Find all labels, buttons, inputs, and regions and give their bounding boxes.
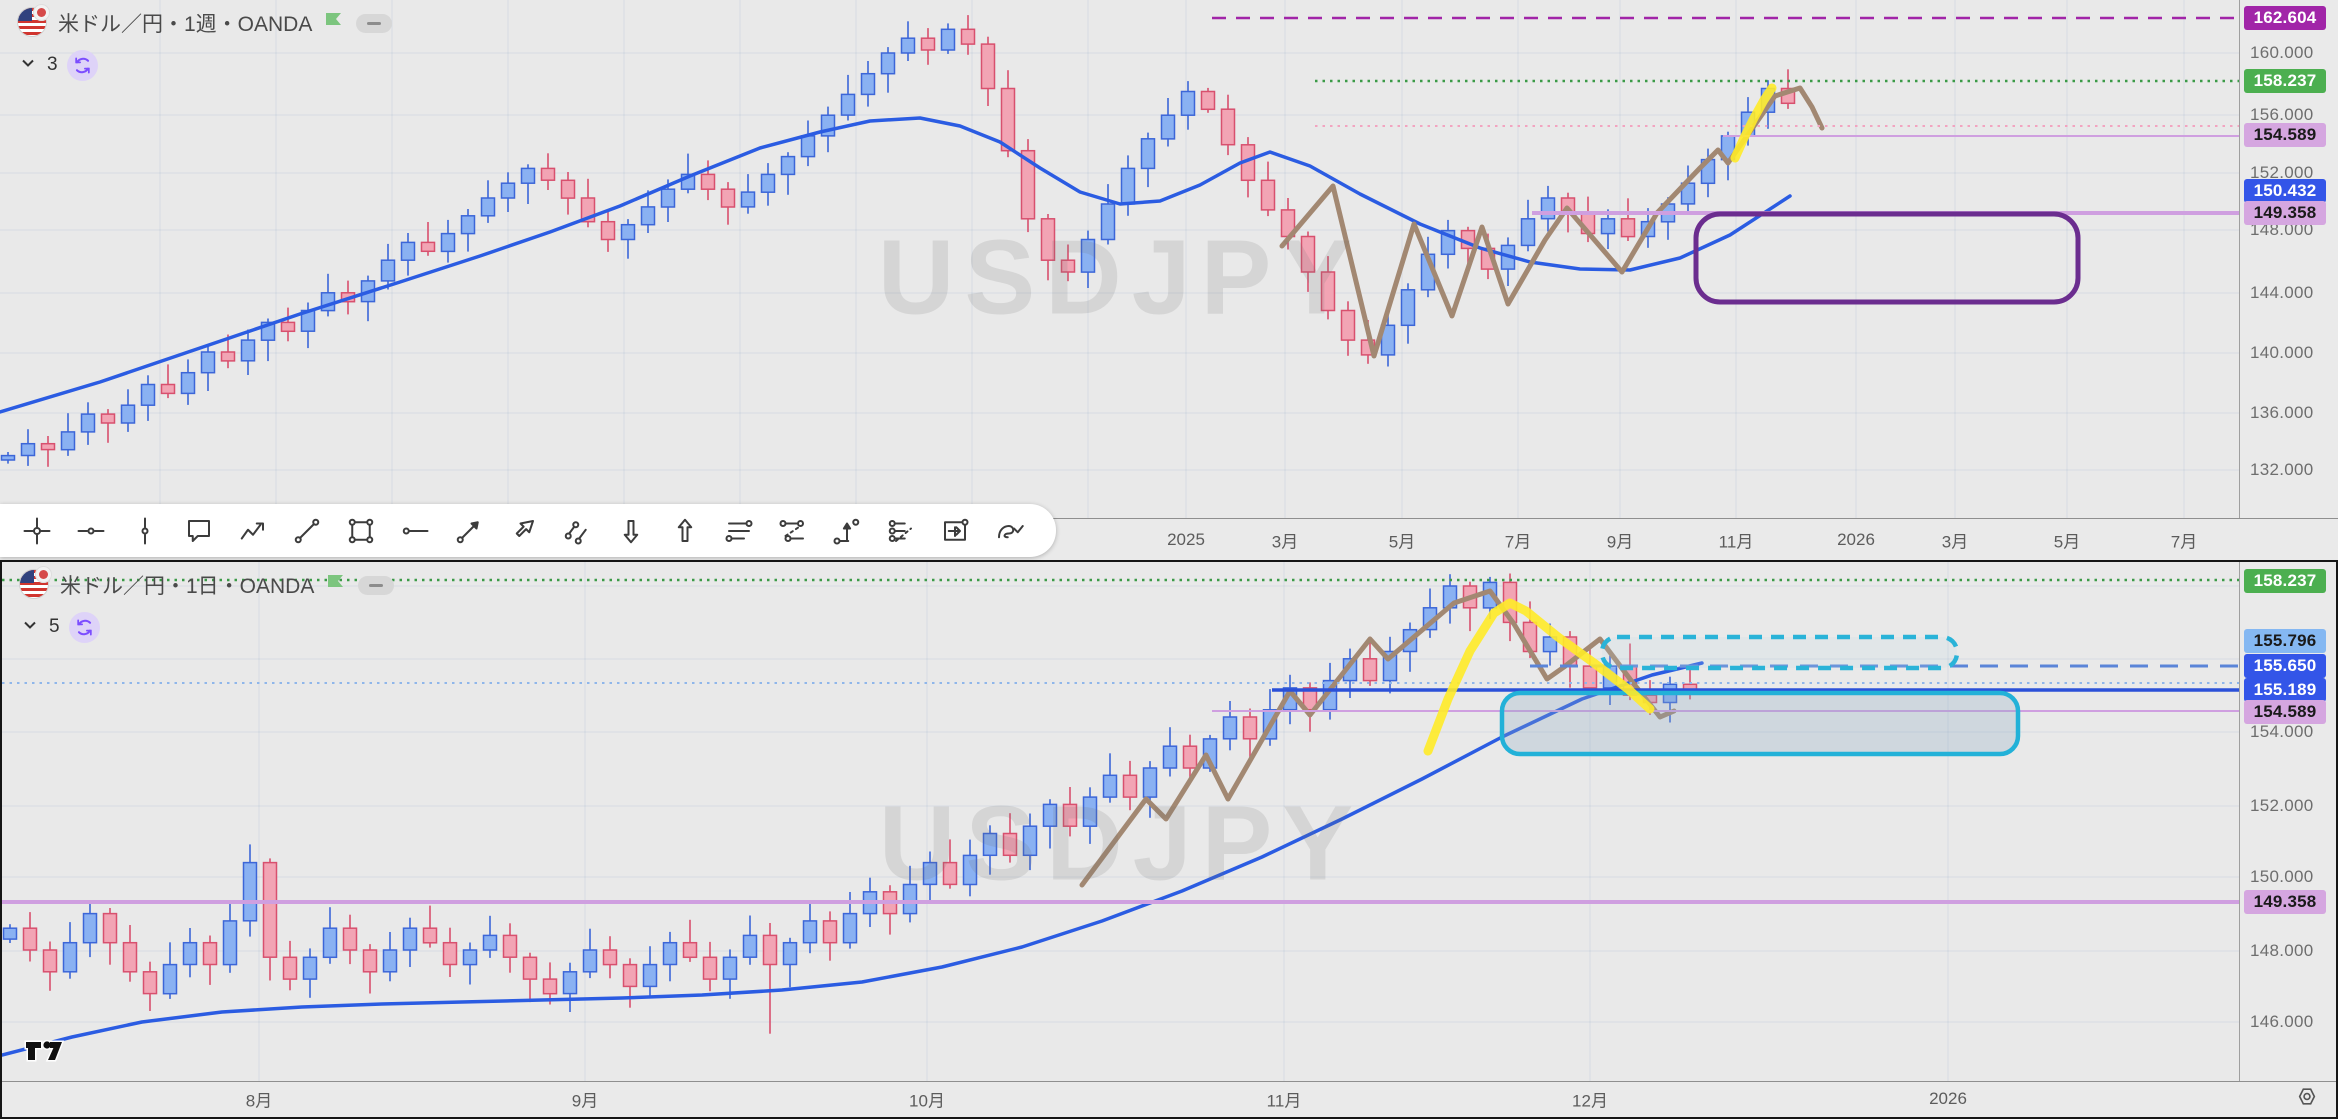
price-tick-label: 140.000 — [2250, 343, 2314, 362]
yellow-highlight-drawing[interactable] — [1423, 598, 1655, 756]
tool-polyline-icon[interactable] — [226, 509, 280, 553]
tool-arrow-icon[interactable] — [442, 509, 496, 553]
tool-crosshair-icon[interactable] — [10, 509, 64, 553]
time-axis-label: 2026 — [1837, 530, 1875, 549]
tool-rectangle-icon[interactable] — [334, 509, 388, 553]
tool-arrow-up-icon[interactable] — [658, 509, 712, 553]
time-axis-label: 9月 — [571, 1091, 599, 1111]
daily-indicator-count[interactable]: 5 — [49, 616, 60, 637]
time-axis-label: 7月 — [2170, 532, 2198, 552]
refresh-icon[interactable] — [66, 49, 98, 81]
price-tick-label: 152.000 — [2250, 163, 2314, 182]
price-tick-label: 152.000 — [2250, 796, 2314, 815]
candles — [0, 15, 1796, 467]
time-axis-label: 5月 — [2053, 532, 2081, 552]
price-tick-label: 150.000 — [2250, 867, 2314, 886]
time-axis-label: 7月 — [1504, 532, 1532, 552]
chevron-down-icon[interactable] — [18, 53, 38, 78]
time-axis-label: 3月 — [1941, 532, 1969, 552]
daily-price-scale[interactable]: 154.000 152.000 150.000 148.000 146.000 158.2… — [2239, 562, 2336, 1081]
price-badge: 158.237 — [2244, 569, 2326, 593]
gear-icon[interactable] — [2296, 1086, 2318, 1113]
drawn-box[interactable] — [1499, 690, 2021, 757]
drawing-toolbar — [0, 504, 1056, 557]
time-axis-label: 3月 — [1271, 532, 1299, 552]
zigzag-indicator-line — [1279, 85, 1825, 359]
time-axis-label: 2025 — [1167, 530, 1205, 549]
price-badge: 158.237 — [2244, 69, 2326, 93]
price-badge: 149.358 — [2244, 890, 2326, 914]
tool-arrow-marker-icon[interactable] — [496, 509, 550, 553]
time-axis-label: 9月 — [1606, 532, 1634, 552]
time-axis-label: 2026 — [1929, 1089, 1967, 1108]
tool-fib-channel-icon[interactable] — [874, 509, 928, 553]
usdjpy-flag-icon — [18, 4, 50, 38]
daily-panel: USDJPY 米ドル／円・1日・OANDA 5 — [0, 560, 2338, 1119]
price-tick-label: 136.000 — [2250, 403, 2314, 422]
price-badge: 154.589 — [2244, 123, 2326, 147]
time-axis-label: 11月 — [1266, 1091, 1302, 1111]
price-tick-label: 156.000 — [2250, 105, 2314, 124]
time-axis-label: 5月 — [1388, 532, 1416, 552]
tool-brush-icon[interactable] — [982, 509, 1036, 553]
weekly-chart-canvas[interactable] — [0, 0, 2240, 518]
daily-chart-area[interactable]: USDJPY 米ドル／円・1日・OANDA 5 — [2, 562, 2240, 1081]
time-axis-label: 11月 — [1718, 532, 1754, 552]
tradingview-logo[interactable] — [22, 1036, 72, 1069]
price-tick-label: 146.000 — [2250, 1012, 2314, 1031]
hide-indicators-button[interactable] — [358, 575, 395, 595]
price-tick-label: 132.000 — [2250, 460, 2314, 479]
moving-average-line — [2, 661, 1704, 1057]
chevron-down-icon[interactable] — [20, 615, 40, 640]
price-badge: 150.432 — [2244, 179, 2326, 203]
price-badge: 155.189 — [2244, 678, 2326, 702]
tool-trend-line-icon[interactable] — [280, 509, 334, 553]
price-badge: 149.358 — [2244, 201, 2326, 225]
weekly-price-scale[interactable]: 160.000 156.000 152.000 148.000 144.000 140.0… — [2239, 0, 2338, 518]
daily-time-axis[interactable]: 8月 9月 10月 11月 12月 2026 — [2, 1081, 2336, 1116]
price-badge: 155.796 — [2244, 629, 2326, 653]
tool-arrow-down-icon[interactable] — [604, 509, 658, 553]
refresh-icon[interactable] — [68, 611, 100, 643]
tool-horizontal-ray-icon[interactable] — [388, 509, 442, 553]
weekly-panel: USDJPY 米ドル／円・1週・OANDA 3 160.000 156.000 15… — [0, 0, 2338, 560]
tool-long-position-icon[interactable] — [820, 509, 874, 553]
green-flag-icon[interactable] — [322, 9, 346, 38]
drawn-box[interactable] — [1693, 211, 2081, 305]
yellow-highlight-drawing[interactable] — [1730, 83, 1777, 163]
price-badge: 155.650 — [2244, 654, 2326, 678]
hide-indicators-button[interactable] — [356, 13, 393, 33]
time-axis-label: 8月 — [245, 1091, 273, 1111]
price-tick-label: 154.000 — [2250, 722, 2314, 741]
price-badge: 154.589 — [2244, 700, 2326, 724]
moving-average-line — [0, 116, 1792, 414]
price-tick-label: 160.000 — [2250, 43, 2314, 62]
daily-symbol-title[interactable]: 米ドル／円・1日・OANDA — [60, 575, 315, 598]
usdjpy-flag-icon — [20, 566, 52, 600]
tool-vertical-line-icon[interactable] — [118, 509, 172, 553]
tool-comment-icon[interactable] — [172, 509, 226, 553]
tool-horizontal-line-icon[interactable] — [64, 509, 118, 553]
tool-parallel-channel-icon[interactable] — [550, 509, 604, 553]
time-axis-label: 10月 — [909, 1091, 945, 1111]
weekly-indicator-count[interactable]: 3 — [47, 54, 58, 75]
drawn-box[interactable] — [1599, 634, 1960, 671]
weekly-symbol-title[interactable]: 米ドル／円・1週・OANDA — [58, 13, 313, 36]
tool-fib-extension-icon[interactable] — [766, 509, 820, 553]
time-axis-label: 12月 — [1572, 1091, 1608, 1111]
green-flag-icon[interactable] — [324, 571, 348, 600]
weekly-chart-area[interactable]: USDJPY 米ドル／円・1週・OANDA 3 — [0, 0, 2240, 518]
price-tick-label: 148.000 — [2250, 941, 2314, 960]
tool-date-price-range-icon[interactable] — [928, 509, 982, 553]
daily-legend: 米ドル／円・1日・OANDA 5 — [20, 566, 395, 643]
price-badge: 162.604 — [2244, 6, 2326, 30]
tool-fib-retracement-icon[interactable] — [712, 509, 766, 553]
price-tick-label: 144.000 — [2250, 283, 2314, 302]
weekly-legend: 米ドル／円・1週・OANDA 3 — [18, 4, 393, 81]
